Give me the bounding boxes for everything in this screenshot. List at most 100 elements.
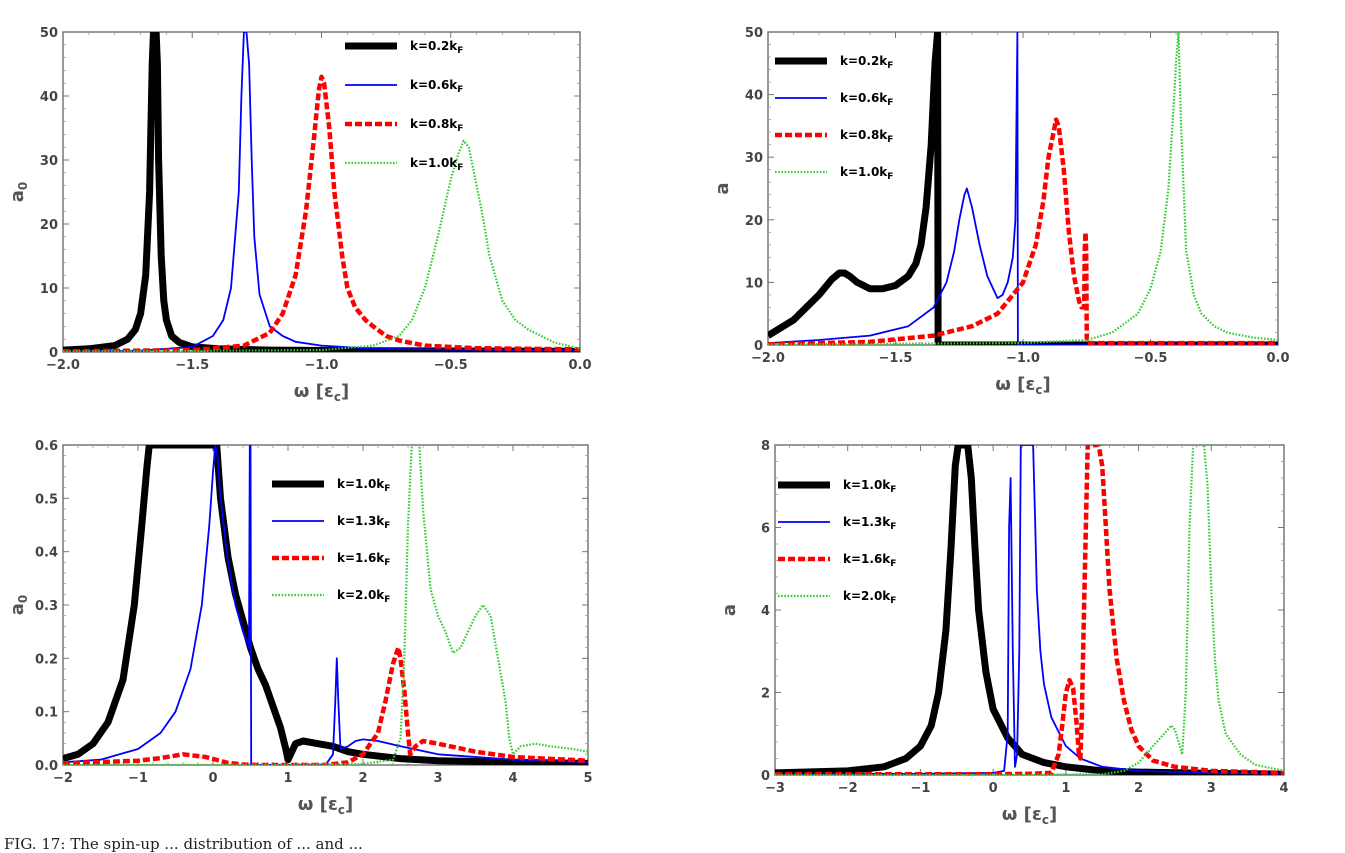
x-tick-label: −2 — [53, 771, 73, 786]
plot-frame — [767, 31, 1279, 346]
x-tick-label: 4 — [1279, 781, 1288, 796]
y-tick-label: 4 — [761, 604, 770, 619]
x-tick-label: −0.5 — [1134, 351, 1168, 366]
x-axis-label: ω [εc] — [1002, 804, 1058, 827]
x-tick-label: 5 — [583, 771, 592, 786]
y-tick-label: 0.6 — [35, 439, 58, 454]
legend-label: k=2.0kF — [337, 588, 390, 605]
series-line-k1.0kf — [63, 445, 588, 765]
x-tick-label: 0 — [989, 781, 998, 796]
legend-label: k=1.3kF — [337, 514, 390, 531]
series-group — [768, 32, 1278, 345]
series-group — [775, 445, 1284, 775]
y-tick-label: 0 — [49, 346, 58, 361]
x-tick-label: −2.0 — [751, 351, 785, 366]
x-axis-label: ω [εc] — [298, 794, 354, 817]
series-line-k0.6kf — [768, 32, 1278, 345]
y-tick-label: 20 — [745, 214, 763, 229]
legend-label: k=0.6kF — [840, 91, 893, 108]
legend-label: k=1.0kF — [840, 165, 893, 182]
y-tick-label: 2 — [761, 687, 770, 702]
legend-label: k=1.6kF — [337, 551, 390, 568]
y-axis-label: a — [712, 182, 733, 194]
x-tick-label: 3 — [433, 771, 442, 786]
y-tick-label: 0.2 — [35, 652, 58, 667]
legend-label: k=0.2kF — [410, 39, 463, 56]
x-tick-label: −1 — [910, 781, 930, 796]
y-tick-label: 0.4 — [35, 546, 58, 561]
x-tick-label: −1 — [128, 771, 148, 786]
series-line-k1.6kf — [775, 445, 1284, 775]
y-tick-label: 40 — [745, 89, 763, 104]
series-line-k2.0kf — [775, 445, 1284, 775]
y-tick-label: 30 — [40, 154, 58, 169]
y-tick-label: 10 — [745, 276, 763, 291]
x-tick-label: 0.0 — [1266, 351, 1289, 366]
y-tick-label: 20 — [40, 218, 58, 233]
x-tick-label: −3 — [765, 781, 785, 796]
legend-label: k=1.0kF — [337, 477, 390, 494]
x-tick-label: 0 — [208, 771, 217, 786]
x-tick-label: −1.5 — [175, 358, 209, 373]
x-tick-label: −1.0 — [1006, 351, 1040, 366]
x-tick-label: −2.0 — [46, 358, 80, 373]
series-line-k1.0kf — [775, 445, 1284, 775]
chart-bottom-left: −2 −1 0 1 2 3 4 5 0.0 0.1 0.2 0.3 0.4 0.5 0.6 ω [εc] a0 k… — [0, 425, 600, 830]
y-tick-label: 50 — [745, 26, 763, 41]
chart-top-left-svg: −2.0 −1.5 −1.0 −0.5 0.0 0 10 20 30 40 50 ω [εc] a0 k=… — [7, 26, 592, 404]
series-line-k1.6kf — [63, 645, 588, 765]
y-tick-label: 40 — [40, 90, 58, 105]
x-tick-label: 3 — [1207, 781, 1216, 796]
y-tick-label: 0 — [754, 339, 763, 354]
legend-label: k=1.0kF — [410, 156, 463, 173]
x-tick-label: 0.0 — [568, 358, 591, 373]
y-axis-label: a0 — [7, 595, 30, 616]
y-axis-label: a — [719, 604, 740, 616]
legend-label: k=0.6kF — [410, 78, 463, 95]
chart-bottom-right: −3 −2 −1 0 1 2 3 4 0 2 4 6 8 ω [εc] a k=1.0kF k=1.3kF k=1… — [700, 425, 1310, 830]
series-line-k1.0kf — [768, 32, 1278, 345]
x-tick-label: 1 — [283, 771, 292, 786]
series-line-k0.6kf — [63, 32, 580, 352]
series-line-k1.0kf — [63, 139, 580, 352]
chart-top-left: −2.0 −1.5 −1.0 −0.5 0.0 0 10 20 30 40 50 ω [εc] a0 k=… — [0, 10, 600, 420]
legend-label: k=0.2kF — [840, 54, 893, 71]
series-line-k1.3kf — [775, 445, 1284, 775]
x-axis-label: ω [εc] — [294, 381, 350, 404]
x-axis-label: ω [εc] — [995, 374, 1051, 397]
legend-label: k=1.6kF — [843, 552, 896, 569]
series-line-k0.2kf — [768, 32, 1278, 345]
chart-bottom-left-svg: −2 −1 0 1 2 3 4 5 0.0 0.1 0.2 0.3 0.4 0.5 0.6 ω [εc] a0 k… — [7, 439, 593, 817]
chart-top-right-svg: −2.0 −1.5 −1.0 −0.5 0.0 0 10 20 30 40 50 ω [εc] a k=0… — [712, 26, 1290, 397]
x-tick-label: 4 — [508, 771, 517, 786]
series-line-k0.2kf — [63, 32, 580, 352]
x-tick-label: −1.0 — [305, 358, 339, 373]
y-tick-label: 0.3 — [35, 599, 58, 614]
series-line-k0.8kf — [63, 74, 580, 352]
y-axis-label: a0 — [7, 182, 30, 203]
x-tick-label: 2 — [1134, 781, 1143, 796]
x-tick-label: 2 — [358, 771, 367, 786]
y-tick-label: 0 — [761, 769, 770, 784]
y-tick-label: 10 — [40, 282, 58, 297]
legend-label: k=0.8kF — [410, 117, 463, 134]
y-tick-label: 8 — [761, 439, 770, 454]
y-tick-label: 30 — [745, 151, 763, 166]
legend-label: k=1.0kF — [843, 478, 896, 495]
y-tick-label: 0.1 — [35, 706, 58, 721]
legend-label: k=0.8kF — [840, 128, 893, 145]
x-tick-label: −0.5 — [434, 358, 468, 373]
x-tick-label: −2 — [838, 781, 858, 796]
series-group — [63, 445, 588, 765]
y-tick-label: 6 — [761, 522, 770, 537]
y-tick-label: 0.0 — [35, 759, 58, 774]
x-tick-label: 1 — [1061, 781, 1070, 796]
series-line-k0.8kf — [768, 117, 1278, 345]
series-line-k1.3kf — [63, 445, 588, 765]
series-group — [63, 32, 580, 352]
legend-label: k=2.0kF — [843, 589, 896, 606]
x-tick-label: −1.5 — [879, 351, 913, 366]
chart-bottom-right-svg: −3 −2 −1 0 1 2 3 4 0 2 4 6 8 ω [εc] a k=1.0kF k=1.3kF k=1… — [719, 439, 1289, 827]
y-tick-label: 50 — [40, 26, 58, 41]
y-tick-label: 0.5 — [35, 492, 58, 507]
